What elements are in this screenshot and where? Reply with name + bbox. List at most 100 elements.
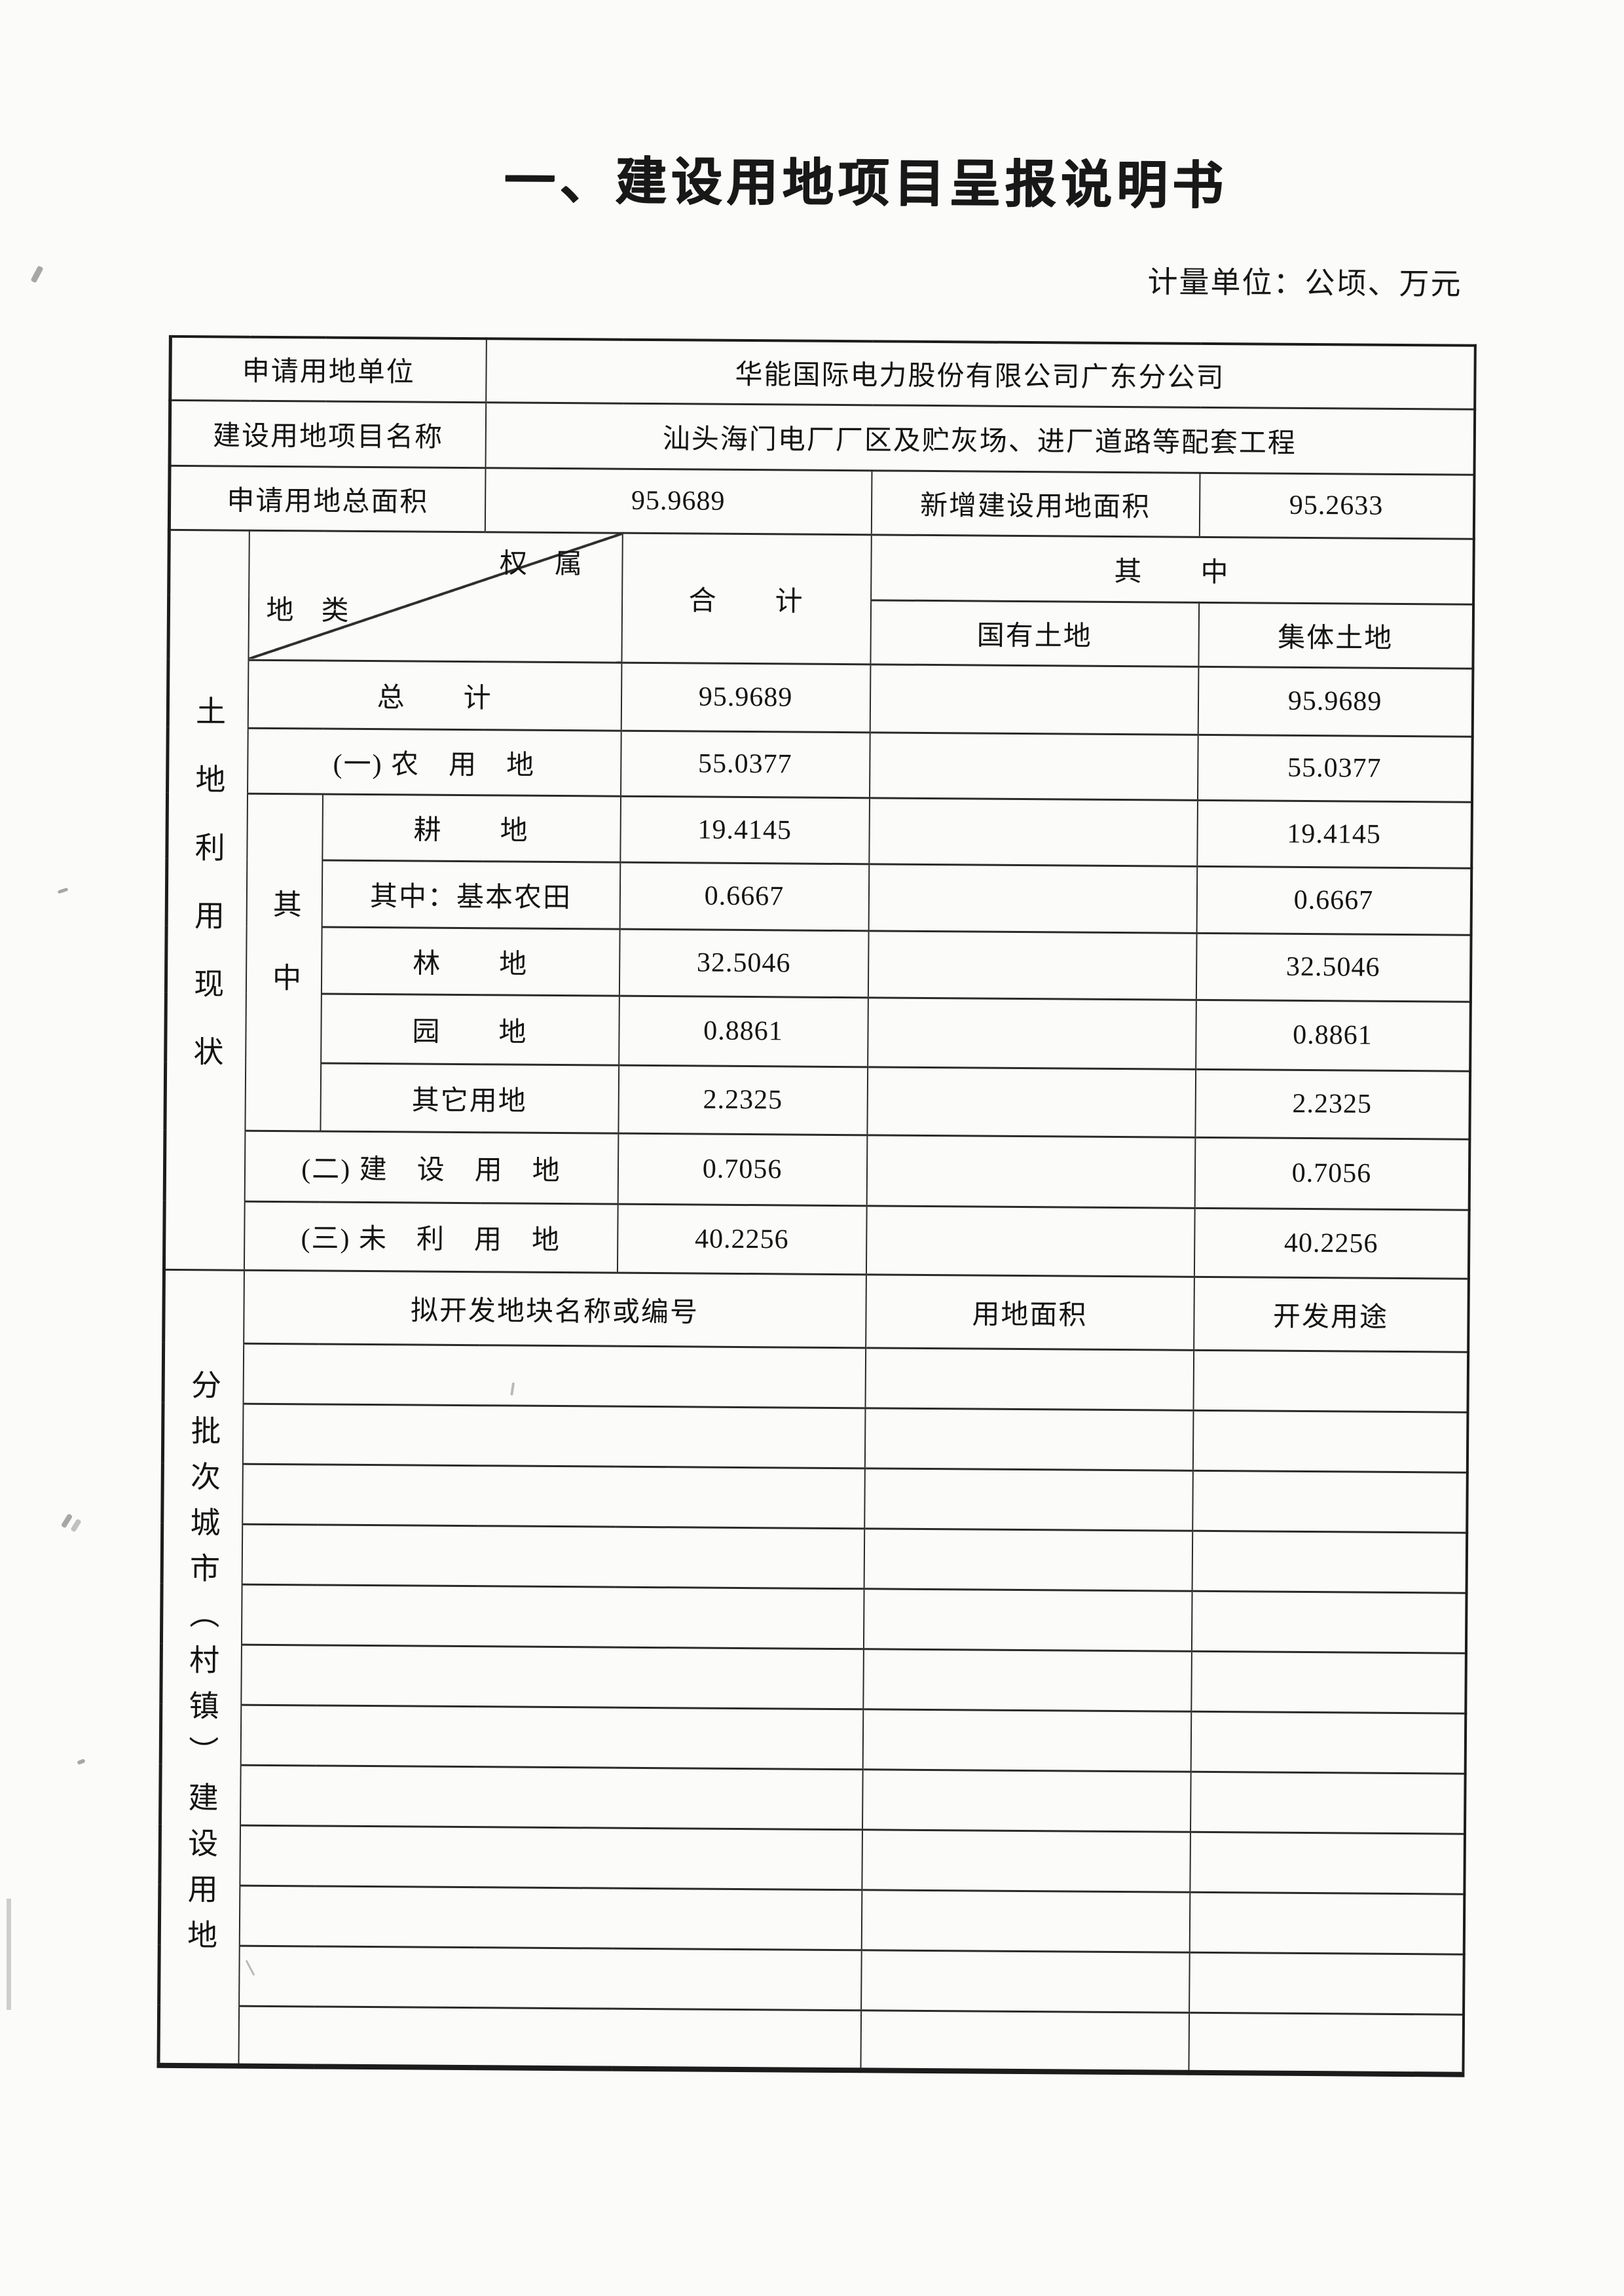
total-area-label: 申请用地总面积 [169, 465, 486, 532]
table-row: (一) 农 用 地 55.0377 55.0377 [168, 727, 1473, 802]
column-header-collective: 集体土地 [1198, 602, 1473, 668]
measurement-unit-note: 计量单位：公顷、万元 [1147, 265, 1462, 301]
row-label-garden: 园 地 [320, 993, 619, 1065]
column-header-group: 其 中 [870, 534, 1474, 604]
project-name-value: 汕头海门电厂厂区及贮灰场、进厂道路等配套工程 [485, 402, 1475, 475]
dev-cell-block [238, 2005, 861, 2071]
dev-cell-area [862, 1649, 1192, 1711]
row-label-unused: (三) 未 利 用 地 [244, 1201, 618, 1273]
dev-cell-block [242, 1523, 864, 1589]
land-use-section-label: 土地利用现状 [164, 529, 249, 1270]
dev-cell-purpose [1189, 1952, 1464, 2014]
table-row: 土地利用现状 权 属 地 类 合 计 其 中 [164, 529, 1474, 1270]
project-name-label: 建设用地项目名称 [170, 399, 486, 468]
cell-state-owned [868, 797, 1198, 866]
dev-cell-area [862, 1769, 1191, 1832]
table-row [159, 1885, 1464, 1954]
cell-state-owned [866, 1135, 1195, 1208]
dev-cell-area [860, 2010, 1189, 2073]
dev-cell-purpose [1192, 1530, 1467, 1593]
dev-cell-purpose [1189, 1831, 1465, 1894]
table-row [160, 1825, 1465, 1894]
cell-state-owned [868, 930, 1197, 1000]
dev-cell-purpose [1192, 1410, 1467, 1472]
row-label-cultivated: 耕 地 [322, 793, 621, 862]
table-row: 申请用地总面积 95.9689 新增建设用地面积 95.2633 [169, 465, 1474, 539]
table-row: 林 地 32.5046 32.5046 [166, 926, 1471, 1002]
dev-cell-area [863, 1588, 1192, 1651]
cell-collective: 32.5046 [1196, 932, 1471, 1002]
cell-collective: 0.7056 [1194, 1137, 1469, 1210]
nested-group-label-text: 其中 [267, 888, 301, 1036]
row-label-other: 其它用地 [320, 1063, 619, 1133]
page-title: 一、建设用地项目呈报说明书 [504, 151, 1228, 215]
table-row: 其它用地 2.2325 2.2325 [165, 1062, 1470, 1139]
cell-total: 19.4145 [619, 795, 870, 864]
dev-cell-area [862, 1709, 1191, 1772]
diagonal-header-cell: 权 属 地 类 [248, 530, 623, 663]
dev-cell-block [239, 1825, 862, 1890]
dev-cell-purpose [1192, 1470, 1467, 1533]
dev-cell-block [239, 1885, 862, 1950]
dev-cell-block [241, 1584, 864, 1649]
dev-cell-purpose [1190, 1771, 1466, 1834]
diagonal-header-ownership: 权 属 [499, 548, 583, 579]
cell-state-owned [868, 864, 1197, 933]
cell-state-owned [870, 664, 1198, 735]
dev-cell-area [864, 1468, 1193, 1531]
cell-state-owned [866, 1066, 1196, 1137]
table-row: 分批次城市（村镇）建设用地 拟开发地块名称或编号 用地面积 开发用途 [158, 1269, 1469, 2066]
row-label-agricultural: (一) 农 用 地 [247, 727, 621, 796]
cell-collective: 19.4145 [1196, 799, 1472, 868]
new-construction-area-value: 95.2633 [1199, 472, 1474, 539]
applicant-unit-value: 华能国际电力股份有限公司广东分公司 [485, 338, 1475, 409]
row-label-construction: (二) 建 设 用 地 [244, 1130, 618, 1204]
diagonal-header-landtype: 地 类 [266, 595, 349, 627]
table-row: (三) 未 利 用 地 40.2256 40.2256 [164, 1201, 1469, 1279]
table-row [159, 1945, 1464, 2014]
new-construction-area-label: 新增建设用地面积 [871, 470, 1200, 537]
dev-cell-block [240, 1644, 864, 1709]
column-header-purpose: 开发用途 [1193, 1276, 1469, 1352]
table-row [163, 1343, 1468, 1412]
dev-cell-purpose [1190, 1650, 1466, 1713]
table-row: 申请用地单位 华能国际电力股份有限公司广东分公司 [170, 336, 1475, 409]
table-row: (二) 建 设 用 地 0.7056 0.7056 [164, 1130, 1469, 1210]
dev-cell-block [240, 1764, 863, 1830]
dev-cell-purpose [1189, 1891, 1464, 1954]
table-row [158, 2005, 1464, 2075]
dev-cell-area [865, 1347, 1194, 1410]
dev-cell-purpose [1191, 1590, 1467, 1653]
table-row [160, 1704, 1466, 1774]
cell-collective: 55.0377 [1197, 734, 1473, 802]
dev-cell-area [864, 1408, 1193, 1470]
cell-collective: 2.2325 [1194, 1068, 1470, 1139]
column-header-state-owned: 国有土地 [870, 600, 1199, 666]
table-row [160, 1764, 1466, 1834]
cell-state-owned [867, 997, 1196, 1069]
cell-total: 0.8861 [618, 995, 868, 1067]
applicant-unit-label: 申请用地单位 [170, 336, 487, 403]
cell-total: 95.9689 [621, 662, 870, 733]
dev-cell-purpose [1190, 1711, 1466, 1774]
dev-cell-purpose [1188, 2012, 1464, 2075]
table-row [162, 1463, 1467, 1533]
cell-total: 40.2256 [617, 1203, 867, 1275]
dev-cell-area [860, 1950, 1190, 2013]
cell-total: 32.5046 [619, 928, 869, 998]
row-label-forest: 林 地 [321, 926, 620, 996]
land-use-section-label-text: 土地利用现状 [189, 695, 226, 1104]
nested-group-label: 其中 [244, 793, 323, 1131]
dev-cell-block [243, 1343, 866, 1408]
dev-cell-block [242, 1403, 866, 1468]
column-header-land-area: 用地面积 [865, 1274, 1194, 1350]
table-row [161, 1644, 1466, 1713]
table-row: 总 计 95.9689 95.9689 [168, 659, 1473, 737]
table-row [162, 1523, 1467, 1593]
table-row: 其中 耕 地 19.4145 19.4145 [167, 793, 1472, 1131]
dev-cell-area [864, 1528, 1192, 1591]
dev-cell-area [861, 1889, 1190, 1952]
cell-total: 0.7056 [618, 1133, 867, 1206]
